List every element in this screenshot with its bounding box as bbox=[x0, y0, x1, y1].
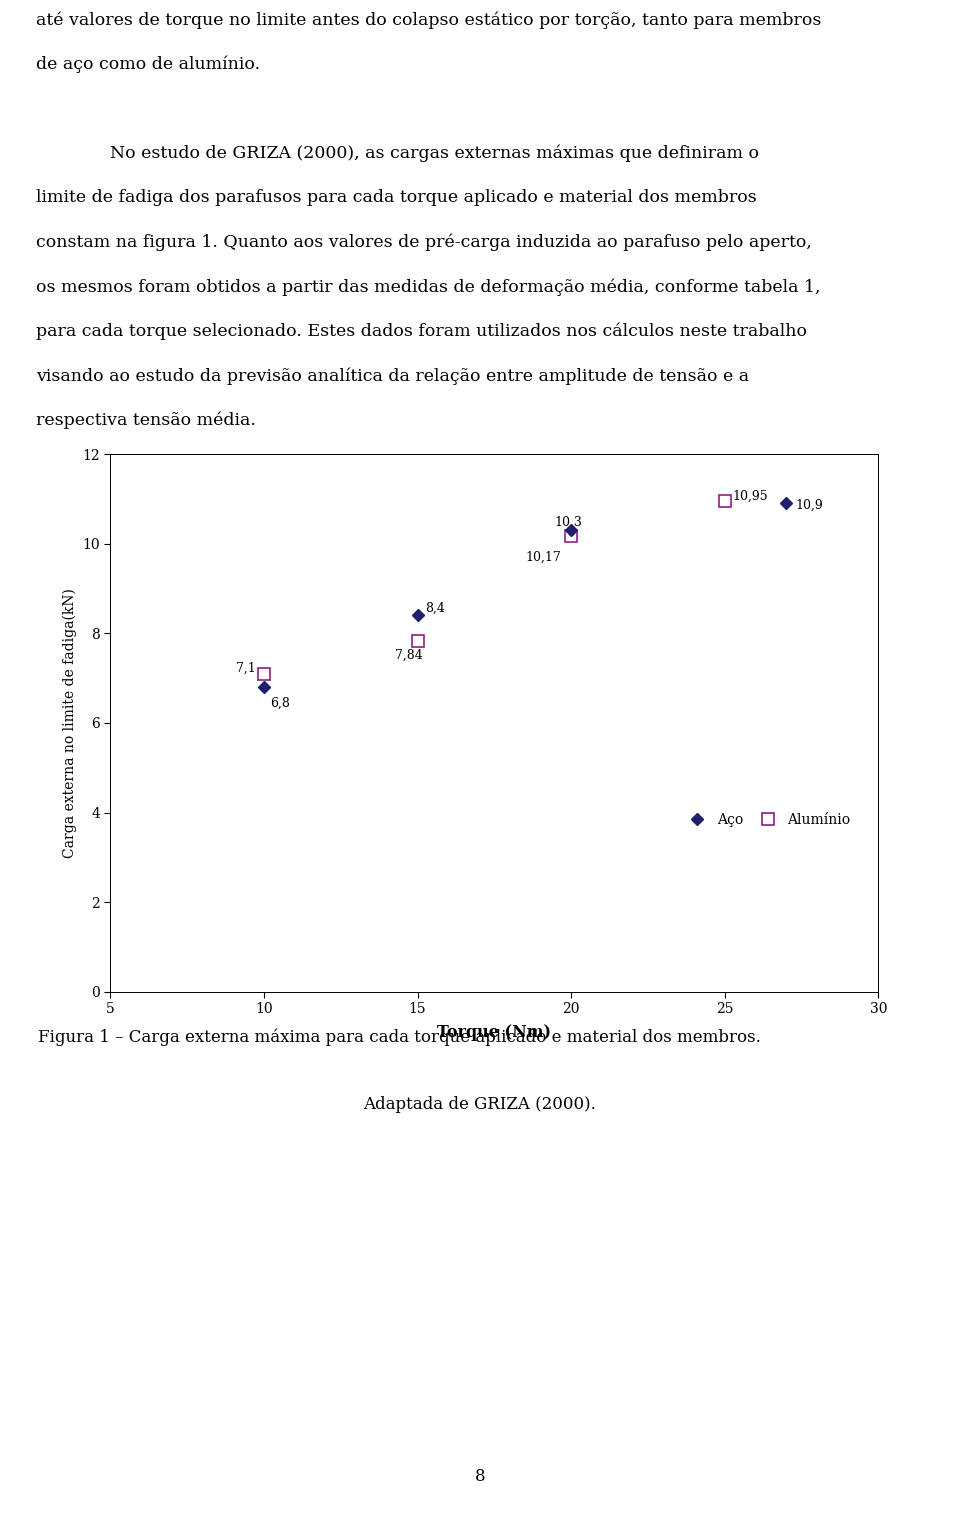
Text: 10,9: 10,9 bbox=[796, 500, 824, 512]
Text: 7,84: 7,84 bbox=[395, 648, 422, 662]
Text: Adaptada de GRIZA (2000).: Adaptada de GRIZA (2000). bbox=[364, 1096, 596, 1113]
Y-axis label: Carga externa no limite de fadiga(kN): Carga externa no limite de fadiga(kN) bbox=[62, 587, 77, 858]
Text: 6,8: 6,8 bbox=[270, 696, 290, 709]
Text: Figura 1 – Carga externa máxima para cada torque aplicado e material dos membros: Figura 1 – Carga externa máxima para cad… bbox=[38, 1028, 761, 1046]
Text: 10,95: 10,95 bbox=[732, 489, 768, 503]
Text: respectiva tensão média.: respectiva tensão média. bbox=[36, 412, 256, 430]
Text: 10,3: 10,3 bbox=[554, 516, 582, 528]
Text: No estudo de GRIZA (2000), as cargas externas máximas que definiram o: No estudo de GRIZA (2000), as cargas ext… bbox=[110, 145, 759, 162]
Text: 8,4: 8,4 bbox=[425, 603, 445, 615]
Text: visando ao estudo da previsão analítica da relação entre amplitude de tensão e a: visando ao estudo da previsão analítica … bbox=[36, 368, 750, 385]
Text: limite de fadiga dos parafusos para cada torque aplicado e material dos membros: limite de fadiga dos parafusos para cada… bbox=[36, 189, 757, 206]
Text: de aço como de alumínio.: de aço como de alumínio. bbox=[36, 56, 260, 73]
Text: até valores de torque no limite antes do colapso estático por torção, tanto para: até valores de torque no limite antes do… bbox=[36, 11, 822, 29]
Text: para cada torque selecionado. Estes dados foram utilizados nos cálculos neste tr: para cada torque selecionado. Estes dado… bbox=[36, 322, 807, 341]
Text: os mesmos foram obtidos a partir das medidas de deformação média, conforme tabel: os mesmos foram obtidos a partir das med… bbox=[36, 279, 821, 295]
Text: 8: 8 bbox=[474, 1467, 486, 1485]
Legend: Aço, Alumínio: Aço, Alumínio bbox=[678, 807, 856, 833]
Text: 7,1: 7,1 bbox=[236, 662, 256, 675]
Text: 10,17: 10,17 bbox=[525, 551, 561, 565]
X-axis label: Torque (Nm): Torque (Nm) bbox=[438, 1025, 551, 1042]
Text: constam na figura 1. Quanto aos valores de pré-carga induzida ao parafuso pelo a: constam na figura 1. Quanto aos valores … bbox=[36, 233, 812, 251]
